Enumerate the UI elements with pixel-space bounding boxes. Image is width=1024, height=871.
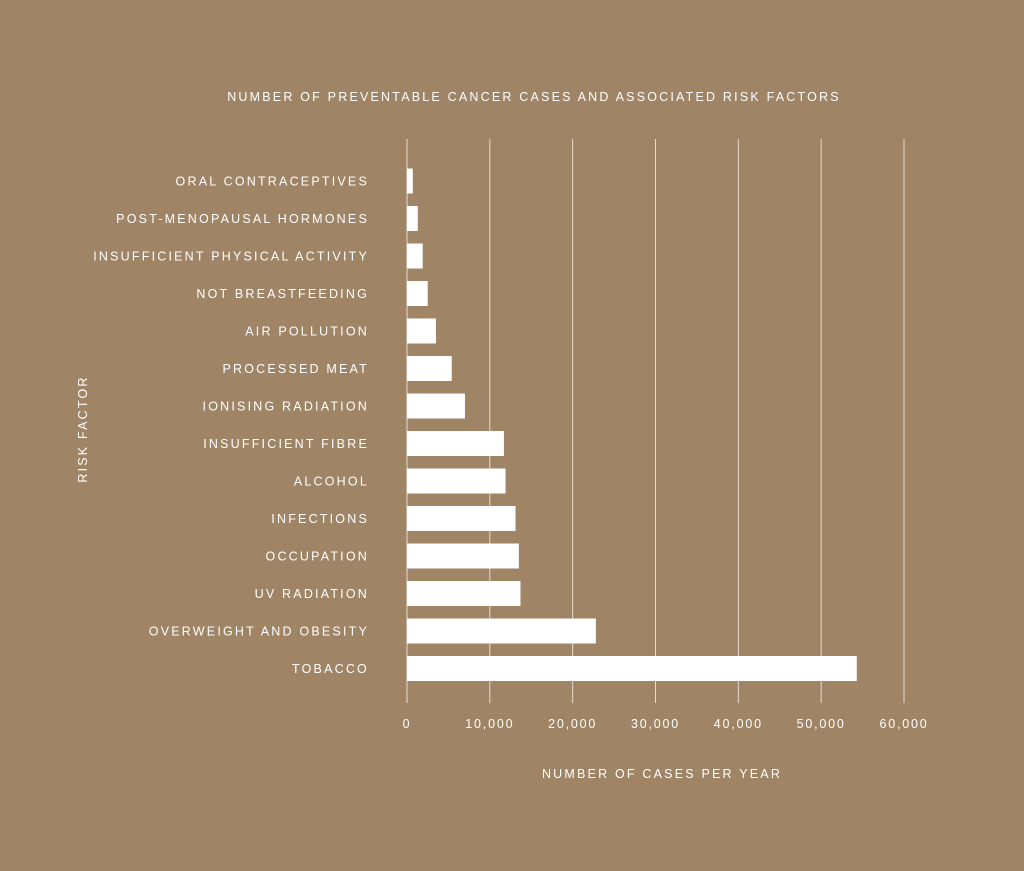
category-label: ALCOHOL (294, 475, 369, 489)
category-label: OVERWEIGHT AND OBESITY (149, 625, 369, 639)
y-axis-label: RISK FACTOR (76, 375, 90, 482)
x-tick-label: 40,000 (714, 717, 763, 731)
x-tick-label: 0 (403, 717, 412, 731)
bar (407, 506, 516, 531)
gridlines (406, 139, 905, 703)
x-tick-label: 30,000 (631, 717, 680, 731)
bar (407, 393, 465, 419)
bar (407, 206, 418, 231)
bar (407, 431, 504, 456)
bar (407, 281, 428, 306)
x-tick-label: 50,000 (797, 717, 846, 731)
category-label: UV RADIATION (255, 587, 369, 601)
category-label: AIR POLLUTION (245, 325, 369, 339)
x-axis-label: NUMBER OF CASES PER YEAR (542, 767, 782, 781)
bar (407, 243, 423, 269)
category-label: POST-MENOPAUSAL HORMONES (116, 212, 369, 226)
bar (407, 356, 452, 381)
x-tick-label: 20,000 (548, 717, 597, 731)
bar (407, 168, 413, 194)
category-label: NOT BREASTFEEDING (196, 287, 369, 301)
bars (407, 168, 857, 681)
bar (407, 618, 596, 644)
category-label: IONISING RADIATION (203, 400, 369, 414)
category-label: PROCESSED MEAT (222, 362, 369, 376)
chart-title: NUMBER OF PREVENTABLE CANCER CASES AND A… (227, 90, 841, 104)
bar (407, 656, 857, 681)
category-labels: ORAL CONTRACEPTIVES POST-MENOPAUSAL HORMO… (93, 175, 369, 677)
bar (407, 581, 521, 606)
bar (407, 468, 506, 494)
x-tick-label: 60,000 (879, 717, 928, 731)
x-tick-labels: 0 10,000 20,000 30,000 40,000 50,000 60,000 (403, 717, 928, 731)
category-label: INSUFFICIENT PHYSICAL ACTIVITY (93, 250, 369, 264)
category-label: INFECTIONS (271, 512, 369, 526)
category-label: INSUFFICIENT FIBRE (203, 437, 369, 451)
x-tick-label: 10,000 (465, 717, 514, 731)
category-label: OCCUPATION (266, 550, 369, 564)
bar (407, 318, 436, 344)
category-label: ORAL CONTRACEPTIVES (176, 175, 369, 189)
bar (407, 543, 519, 569)
category-label: TOBACCO (292, 662, 369, 676)
